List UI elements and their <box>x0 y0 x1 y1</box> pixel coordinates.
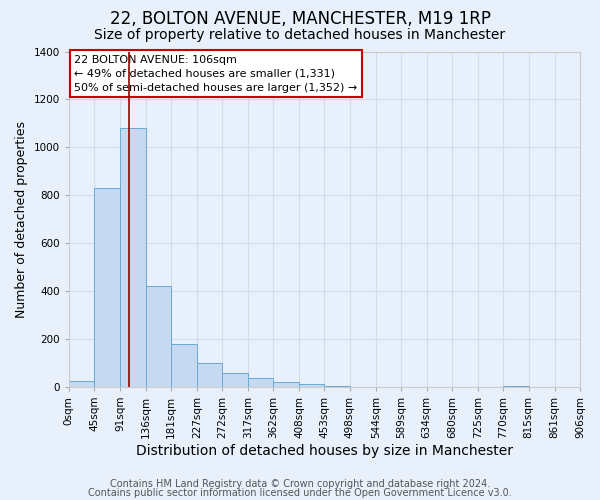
Bar <box>146 286 171 387</box>
Bar <box>197 363 222 387</box>
Bar <box>171 344 197 387</box>
Text: 22 BOLTON AVENUE: 106sqm
← 49% of detached houses are smaller (1,331)
50% of sem: 22 BOLTON AVENUE: 106sqm ← 49% of detach… <box>74 55 357 93</box>
Text: 22, BOLTON AVENUE, MANCHESTER, M19 1RP: 22, BOLTON AVENUE, MANCHESTER, M19 1RP <box>110 10 491 28</box>
Text: Size of property relative to detached houses in Manchester: Size of property relative to detached ho… <box>94 28 506 42</box>
Bar <box>94 188 120 387</box>
Bar <box>120 128 146 387</box>
Bar <box>69 381 94 387</box>
Bar <box>299 384 325 387</box>
Y-axis label: Number of detached properties: Number of detached properties <box>15 120 28 318</box>
Bar <box>325 386 350 387</box>
Bar <box>222 373 248 387</box>
Text: Contains public sector information licensed under the Open Government Licence v3: Contains public sector information licen… <box>88 488 512 498</box>
X-axis label: Distribution of detached houses by size in Manchester: Distribution of detached houses by size … <box>136 444 513 458</box>
Bar <box>248 378 273 387</box>
Bar <box>503 386 529 387</box>
Text: Contains HM Land Registry data © Crown copyright and database right 2024.: Contains HM Land Registry data © Crown c… <box>110 479 490 489</box>
Bar <box>273 382 299 387</box>
